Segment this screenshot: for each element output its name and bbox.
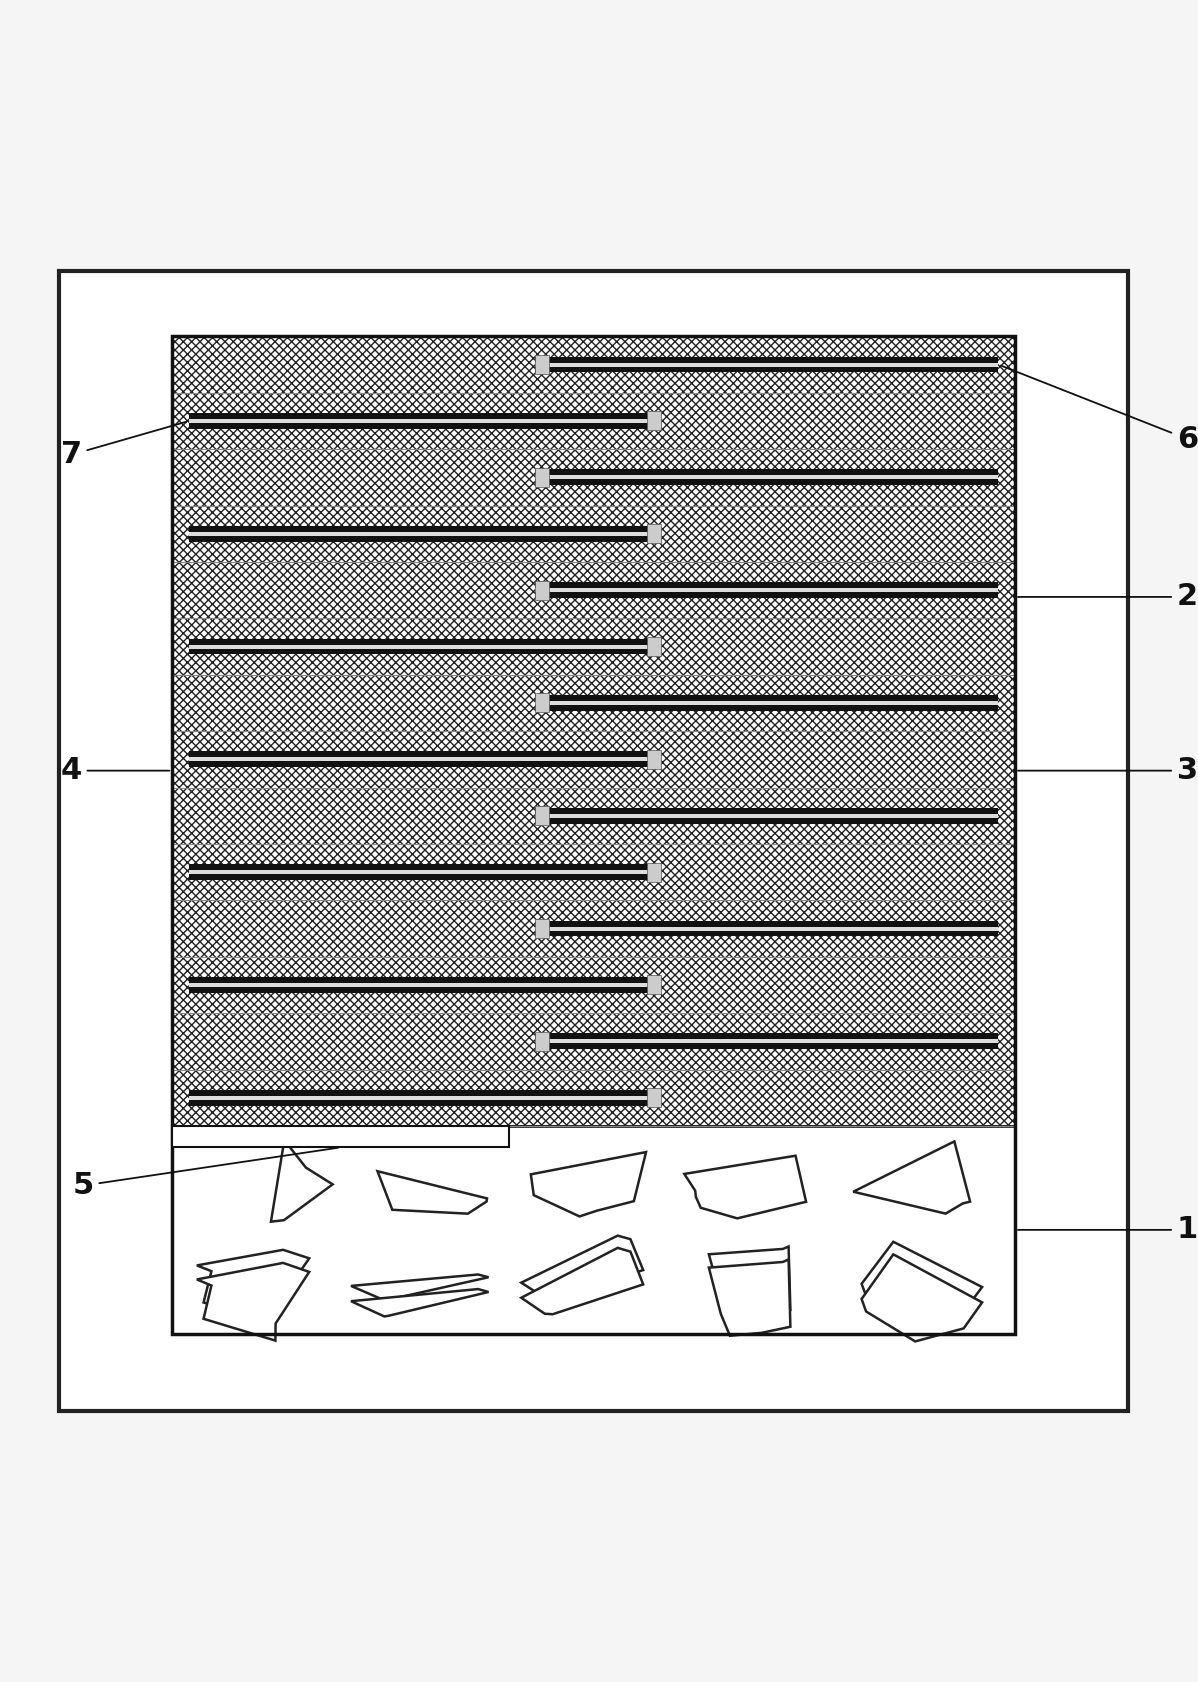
Bar xyxy=(534,918,549,939)
Bar xyxy=(189,644,653,649)
Bar xyxy=(647,863,661,881)
Polygon shape xyxy=(377,1171,488,1214)
Text: 7: 7 xyxy=(61,422,187,469)
Bar xyxy=(534,920,998,937)
Polygon shape xyxy=(531,1152,646,1216)
Polygon shape xyxy=(521,1236,643,1299)
Bar xyxy=(647,412,661,431)
Bar xyxy=(189,526,653,542)
Polygon shape xyxy=(196,1250,309,1324)
Polygon shape xyxy=(521,1248,643,1314)
Bar xyxy=(534,693,549,713)
Polygon shape xyxy=(351,1288,489,1317)
Polygon shape xyxy=(853,1142,970,1214)
Bar xyxy=(534,807,998,824)
Bar xyxy=(189,414,653,429)
Bar xyxy=(534,695,998,711)
Bar xyxy=(534,468,549,486)
Bar xyxy=(534,476,998,479)
Bar xyxy=(534,806,549,826)
Polygon shape xyxy=(709,1260,791,1336)
Polygon shape xyxy=(271,1140,333,1221)
Bar xyxy=(173,336,1015,1125)
Bar xyxy=(534,363,998,367)
Bar xyxy=(189,639,653,654)
Bar xyxy=(534,701,998,705)
Polygon shape xyxy=(196,1263,309,1341)
Bar xyxy=(647,525,661,543)
Bar xyxy=(173,1125,509,1147)
Bar xyxy=(534,927,998,930)
Polygon shape xyxy=(709,1246,791,1319)
Bar xyxy=(534,355,549,373)
Bar xyxy=(189,1090,653,1105)
Text: 2: 2 xyxy=(1018,582,1198,612)
Bar xyxy=(534,582,998,599)
Text: 5: 5 xyxy=(73,1147,338,1199)
Bar xyxy=(647,750,661,769)
Text: 4: 4 xyxy=(61,757,169,785)
Bar xyxy=(534,1031,549,1051)
Bar xyxy=(189,419,653,422)
Bar xyxy=(189,757,653,762)
Polygon shape xyxy=(684,1156,806,1218)
Bar xyxy=(534,357,998,372)
Bar xyxy=(534,1039,998,1043)
Bar xyxy=(647,1088,661,1107)
Bar xyxy=(173,336,1015,1334)
Polygon shape xyxy=(861,1255,982,1342)
Bar xyxy=(189,982,653,987)
Bar xyxy=(534,589,998,592)
Text: 6: 6 xyxy=(1002,365,1198,454)
Bar xyxy=(189,1095,653,1100)
Bar xyxy=(173,1125,1015,1334)
Bar xyxy=(647,637,661,656)
Bar xyxy=(189,752,653,767)
Bar xyxy=(189,977,653,992)
Bar xyxy=(534,1033,998,1050)
Bar xyxy=(534,580,549,600)
Bar xyxy=(534,469,998,486)
Bar xyxy=(189,865,653,880)
Bar xyxy=(189,870,653,875)
Bar xyxy=(189,532,653,537)
Polygon shape xyxy=(861,1241,982,1324)
Text: 3: 3 xyxy=(1018,757,1198,785)
Bar xyxy=(534,814,998,817)
Bar xyxy=(647,976,661,994)
Polygon shape xyxy=(351,1275,489,1300)
Text: 1: 1 xyxy=(1018,1216,1198,1245)
